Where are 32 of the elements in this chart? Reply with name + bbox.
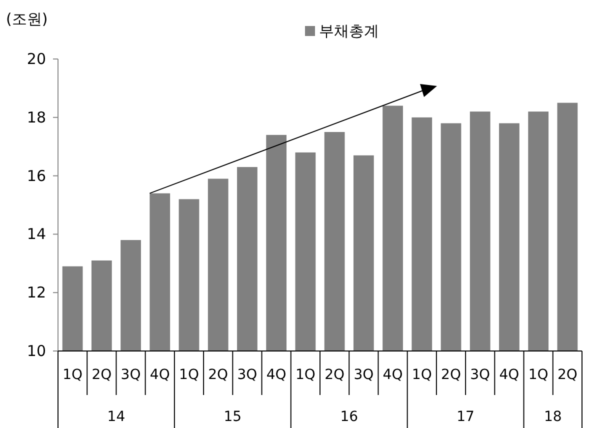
y-tick-label: 12 — [26, 284, 46, 302]
x-tick-label: 4Q — [150, 367, 170, 383]
x-tick-label: 2Q — [324, 367, 345, 383]
x-tick-label: 4Q — [499, 367, 520, 383]
x-tick-label: 1Q — [295, 367, 316, 383]
y-tick-label: 14 — [26, 225, 46, 244]
text: 17 — [456, 409, 474, 425]
y-tick-label: 16 — [26, 166, 46, 185]
x-tick-label: 3Q — [470, 367, 490, 383]
text: 14 — [107, 409, 126, 425]
x-tick-label: 3Q — [354, 367, 374, 383]
x-tick-label: 2Q — [557, 367, 578, 383]
x-tick-label: 2Q — [92, 367, 112, 383]
y-axis-title: (조원) — [6, 10, 48, 28]
x-tick-label: 4Q — [382, 367, 403, 383]
text: 15 — [224, 409, 242, 425]
legend-label: 부채총계 — [319, 22, 379, 40]
x-tick-label: 1Q — [528, 367, 548, 383]
x-tick-label: 2Q — [208, 367, 228, 383]
x-tick-label: 2Q — [441, 367, 461, 383]
y-tick-label: 10 — [26, 342, 46, 360]
x-tick-label: 4Q — [266, 367, 286, 383]
text: 18 — [544, 409, 562, 425]
x-tick-label: 1Q — [62, 367, 83, 383]
legend: 부채총계 — [305, 22, 379, 40]
y-tick-label: 20 — [26, 50, 46, 68]
x-tick-label: 1Q — [179, 367, 199, 383]
x-tick-label: 3Q — [237, 367, 258, 383]
text: 16 — [340, 409, 358, 425]
x-tick-label: 3Q — [120, 367, 141, 383]
x-tick-label: 1Q — [412, 367, 432, 383]
y-tick-label: 18 — [26, 108, 46, 126]
